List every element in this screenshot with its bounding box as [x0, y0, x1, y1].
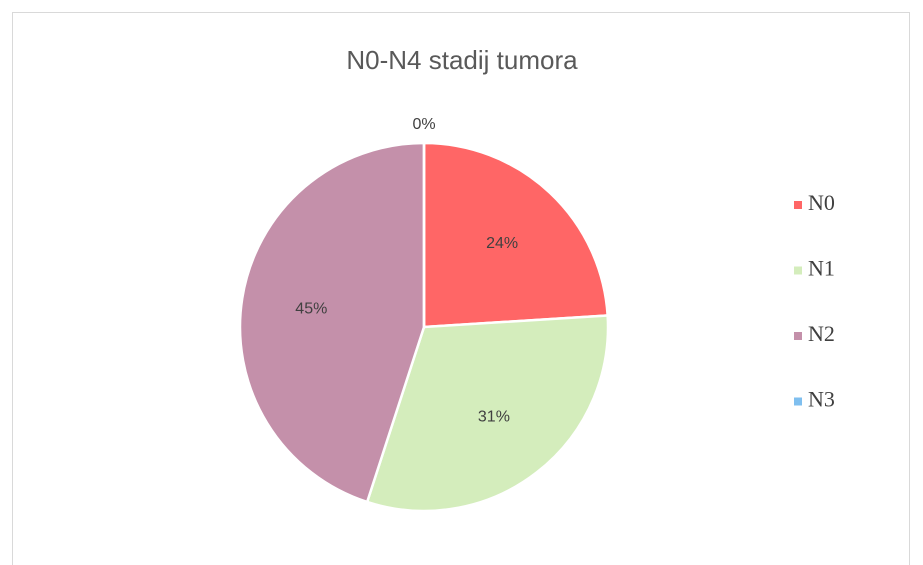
legend-label: N3	[808, 387, 835, 412]
pie-slice	[365, 314, 610, 513]
legend-swatch	[794, 332, 802, 340]
legend-swatch	[794, 397, 802, 406]
legend-swatch	[794, 266, 802, 275]
pie-slice	[422, 141, 609, 329]
pie-slice	[238, 141, 426, 504]
legend-label: N2	[808, 321, 835, 346]
data-label: 24%	[486, 235, 518, 252]
data-label: 0%	[412, 116, 435, 133]
legend-label: N0	[808, 190, 835, 215]
legend-swatch	[794, 201, 802, 209]
data-label: 31%	[478, 408, 510, 425]
data-label: 45%	[295, 300, 327, 317]
chart-title: N0-N4 stadij tumora	[346, 45, 578, 75]
legend-label: N1	[808, 256, 835, 281]
